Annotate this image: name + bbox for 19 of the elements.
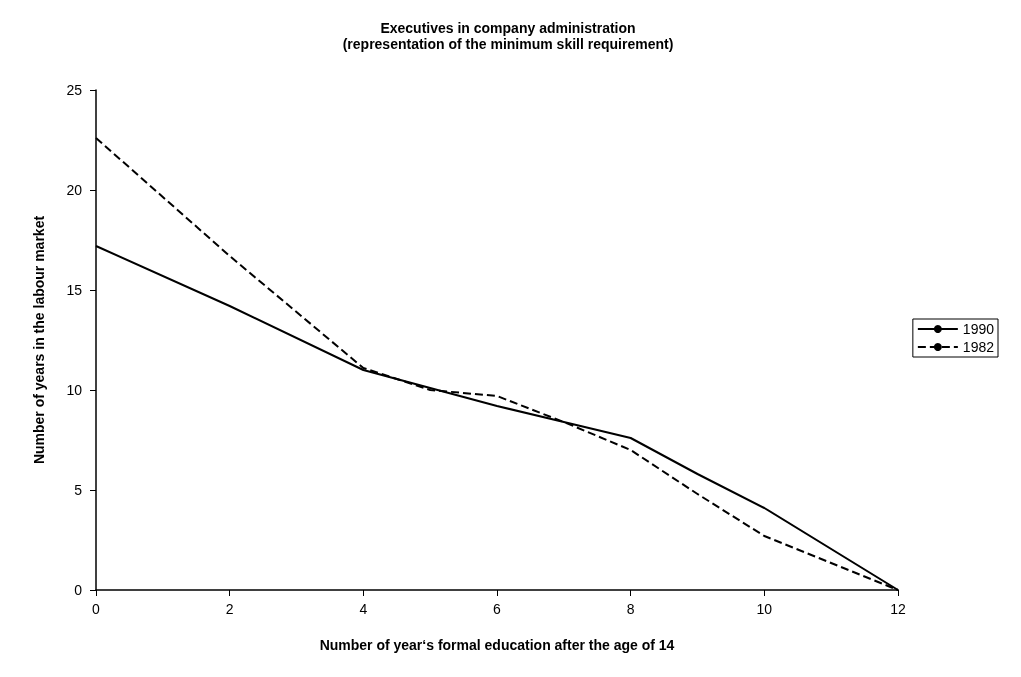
x-tick-label: 4: [359, 601, 368, 617]
x-axis-title: Number of year‘s formal education after the age of 14: [319, 637, 675, 653]
y-tick-label: 25: [66, 82, 83, 98]
x-tick-label: 2: [225, 601, 234, 617]
legend-label: 1990: [962, 321, 995, 337]
y-tick-label: 20: [66, 182, 83, 198]
legend-label: 1982: [962, 339, 995, 355]
y-axis-title: Number of years in the labour market: [31, 215, 47, 465]
chart-subtitle: (representation of the minimum skill requirement): [342, 36, 674, 52]
x-tick-label: 10: [756, 601, 773, 617]
y-tick-label: 10: [66, 382, 83, 398]
y-tick-label: 15: [66, 282, 83, 298]
x-tick-label: 8: [626, 601, 635, 617]
y-tick-label: 5: [74, 482, 83, 498]
x-tick-label: 6: [493, 601, 502, 617]
x-tick-label: 12: [890, 601, 906, 617]
x-tick-label: 0: [92, 601, 101, 617]
chart-title: Executives in company administration: [380, 20, 636, 36]
y-tick-label: 0: [74, 582, 83, 598]
